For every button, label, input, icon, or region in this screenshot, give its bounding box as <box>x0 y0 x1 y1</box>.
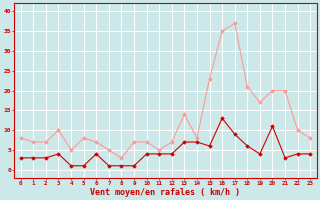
X-axis label: Vent moyen/en rafales ( km/h ): Vent moyen/en rafales ( km/h ) <box>91 188 241 197</box>
